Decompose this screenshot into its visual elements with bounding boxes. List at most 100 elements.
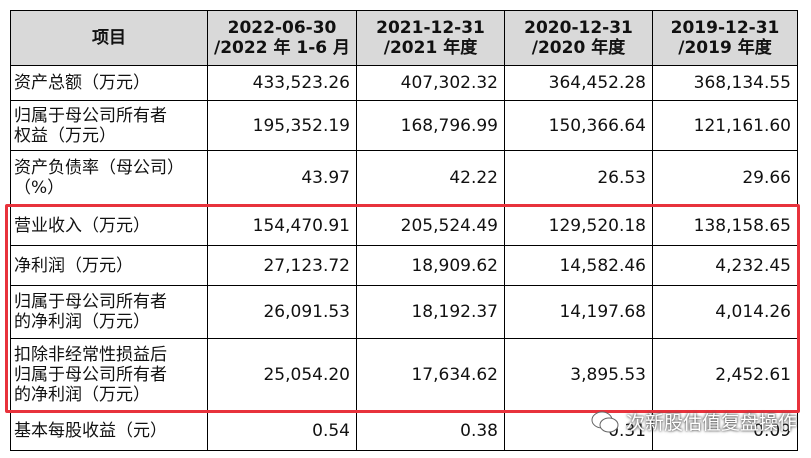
value-cell: 195,352.19 <box>207 100 357 151</box>
value-cell: 407,302.32 <box>356 65 505 101</box>
header-text: /2022 年 1-6 月 <box>214 38 350 58</box>
value-cell: 26,091.53 <box>207 285 357 339</box>
row-label-text: 归属于母公司所有者 <box>14 292 167 312</box>
value-cell: 0.09 <box>652 410 798 451</box>
row-label-text: 资产总额（万元） <box>14 73 150 93</box>
header-text: /2020 年度 <box>531 38 626 58</box>
value-cell: 14,582.46 <box>504 245 653 286</box>
data-row: 归属于母公司所有者 的净利润（万元） 26,091.53 18,192.37 14,19… <box>10 285 798 339</box>
row-label-text: 净利润（万元） <box>14 255 133 276</box>
value-cell: 433,523.26 <box>207 65 357 101</box>
header-text: 2020-12-31 <box>524 18 633 38</box>
value-cell: 368,134.55 <box>652 65 798 101</box>
value-text: 0.38 <box>460 420 498 441</box>
header-cell: 2019-12-31/2019 年度 <box>652 10 798 66</box>
header-cell: 2020-12-31/2020 年度 <box>504 10 653 66</box>
value-text: 26.53 <box>597 168 646 188</box>
row-label: 资产总额（万元） <box>10 65 208 101</box>
value-text: 26,091.53 <box>263 302 350 322</box>
value-cell: 129,520.18 <box>504 205 653 246</box>
value-text: 138,158.65 <box>693 215 791 236</box>
header-cell: 项目 <box>10 10 208 66</box>
value-cell: 3,895.53 <box>504 338 653 411</box>
value-cell: 150,366.64 <box>504 100 653 151</box>
value-text: 433,523.26 <box>252 73 350 93</box>
header-text: /2019 年度 <box>678 38 772 58</box>
value-cell: 43.97 <box>207 150 357 206</box>
value-text: 129,520.18 <box>548 215 646 236</box>
row-label-text: 资产负债率（母公司） <box>14 158 184 178</box>
row-label: 净利润（万元） <box>10 245 208 286</box>
financial-table: 项目 2022-06-30/2022 年 1-6 月 2021-12-31/2021… <box>10 10 798 451</box>
header-cell: 2021-12-31/2021 年度 <box>356 10 505 66</box>
value-cell: 25,054.20 <box>207 338 357 411</box>
header-row: 项目 2022-06-30/2022 年 1-6 月 2021-12-31/2021… <box>10 10 798 66</box>
data-row: 资产负债率（母公司） （%） 43.97 42.22 26.53 29.66 <box>10 150 798 206</box>
row-label-text: 扣除非经常性损益后 <box>14 344 167 365</box>
wechat-icon <box>591 411 619 432</box>
data-row: 资产总额（万元） 433,523.26 407,302.32 364,452.28 36… <box>10 65 798 101</box>
value-text: 29.66 <box>742 168 791 188</box>
data-row: 营业收入（万元） 154,470.91 205,524.49 129,520.18 13… <box>10 205 798 246</box>
value-cell: 2,452.61 <box>652 338 798 411</box>
value-text: 195,352.19 <box>252 115 350 136</box>
value-text: 368,134.55 <box>693 73 791 93</box>
value-text: 205,524.49 <box>400 215 498 236</box>
value-text: 25,054.20 <box>263 364 350 385</box>
row-label: 资产负债率（母公司） （%） <box>10 150 208 206</box>
data-row: 扣除非经常性损益后 归属于母公司所有者 的净利润（万元） 25,054.20 17,63… <box>10 338 798 411</box>
value-text: 2,452.61 <box>715 364 791 385</box>
value-cell: 168,796.99 <box>356 100 505 151</box>
value-text: 0.09 <box>753 420 791 441</box>
watermark: 次新股估值复盘操作 <box>590 408 797 435</box>
value-text: 150,366.64 <box>548 115 646 136</box>
value-text: 364,452.28 <box>548 73 646 93</box>
value-cell: 364,452.28 <box>504 65 653 101</box>
value-cell: 29.66 <box>652 150 798 206</box>
data-row: 归属于母公司所有者 权益（万元） 195,352.19 168,796.99 150,3… <box>10 100 798 151</box>
value-text: 27,123.72 <box>263 255 350 276</box>
row-label: 扣除非经常性损益后 归属于母公司所有者 的净利润（万元） <box>10 338 208 411</box>
value-cell: 26.53 <box>504 150 653 206</box>
row-label-text: 营业收入（万元） <box>14 215 150 236</box>
row-label-text: 的净利润（万元） <box>14 384 150 405</box>
header-text: 2019-12-31 <box>670 18 780 38</box>
value-cell: 18,192.37 <box>356 285 505 339</box>
value-text: 18,192.37 <box>411 302 498 322</box>
row-label: 基本每股收益（元） <box>10 410 208 451</box>
value-cell: 205,524.49 <box>356 205 505 246</box>
value-text: 154,470.91 <box>252 215 350 236</box>
row-label-text: 归属于母公司所有者 <box>14 105 167 126</box>
value-text: 4,014.26 <box>715 302 791 322</box>
header-text: 2021-12-31 <box>376 18 485 38</box>
value-text: 17,634.62 <box>411 364 498 385</box>
value-text: 18,909.62 <box>411 255 498 276</box>
value-text: 43.97 <box>301 168 350 188</box>
value-cell: 0.54 <box>207 410 357 451</box>
value-cell: 154,470.91 <box>207 205 357 246</box>
value-cell: 138,158.65 <box>652 205 798 246</box>
value-cell: 18,909.62 <box>356 245 505 286</box>
watermark-text: 次新股估值复盘操作 <box>625 412 797 434</box>
row-label-text: 的净利润（万元） <box>14 312 150 332</box>
header-text: 项目 <box>92 28 126 48</box>
row-label-text: 归属于母公司所有者 <box>14 364 167 385</box>
row-label-text: 权益（万元） <box>14 125 116 146</box>
value-cell: 4,014.26 <box>652 285 798 339</box>
value-text: 168,796.99 <box>400 115 498 136</box>
header-text: 2022-06-30 <box>227 18 337 38</box>
header-cell: 2022-06-30/2022 年 1-6 月 <box>207 10 357 66</box>
value-text: 42.22 <box>449 168 498 188</box>
value-cell: 42.22 <box>356 150 505 206</box>
row-label: 归属于母公司所有者 权益（万元） <box>10 100 208 151</box>
value-text: 14,197.68 <box>559 302 646 322</box>
value-text: 3,895.53 <box>570 364 646 385</box>
row-label-text: 基本每股收益（元） <box>14 420 167 441</box>
data-row: 净利润（万元） 27,123.72 18,909.62 14,582.46 4,232.… <box>10 245 798 286</box>
value-text: 14,582.46 <box>559 255 646 276</box>
value-cell: 27,123.72 <box>207 245 357 286</box>
value-cell: 17,634.62 <box>356 338 505 411</box>
value-cell: 0.38 <box>356 410 505 451</box>
value-cell: 4,232.45 <box>652 245 798 286</box>
